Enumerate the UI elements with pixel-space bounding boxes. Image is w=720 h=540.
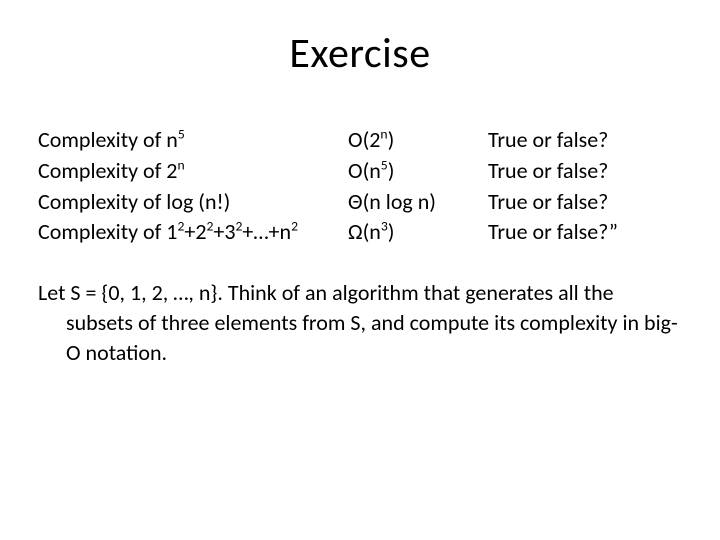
cell-question: True or false?” [488,217,682,248]
complexity-table: Complexity of n5 O(2n) True or false? Co… [38,125,682,248]
table-row: Complexity of log (n!) Θ(n log n) True o… [38,187,682,218]
cell-question: True or false? [488,156,682,187]
cell-expression: Complexity of 2n [38,156,348,187]
slide: Exercise Complexity of n5 O(2n) True or … [0,0,720,540]
cell-question: True or false? [488,187,682,218]
cell-question: True or false? [488,125,682,156]
cell-bound: O(2n) [348,125,488,156]
cell-expression: Complexity of log (n!) [38,187,348,218]
table-row: Complexity of 2n O(n5) True or false? [38,156,682,187]
slide-title: Exercise [38,28,682,79]
table-row: Complexity of n5 O(2n) True or false? [38,125,682,156]
cell-bound: Θ(n log n) [348,187,488,218]
table-row: Complexity of 12+22+32+…+n2 Ω(n3) True o… [38,217,682,248]
cell-bound: Ω(n3) [348,217,488,248]
cell-expression: Complexity of n5 [38,125,348,156]
cell-expression: Complexity of 12+22+32+…+n2 [38,217,348,248]
cell-bound: O(n5) [348,156,488,187]
problem-paragraph: Let S = {0, 1, 2, …, n}. Think of an alg… [66,278,682,367]
